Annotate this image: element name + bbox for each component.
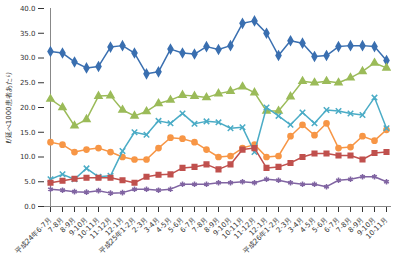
svg-text:10-11月: 10-11月 [220,215,246,241]
svg-text:0.0: 0.0 [24,203,35,211]
svg-text:6-7月: 6-7月 [322,215,342,235]
svg-text:10-11月: 10-11月 [365,216,390,241]
svg-text:40.0: 40.0 [20,5,36,13]
svg-text:5-6月: 5-6月 [310,215,330,235]
svg-text:2-3月: 2-3月 [130,215,150,235]
svg-text:20.0: 20.0 [20,104,36,112]
svg-text:3-4月: 3-4月 [286,215,306,235]
svg-text:10-11月: 10-11月 [76,215,102,241]
svg-text:25.0: 25.0 [20,79,36,87]
svg-text:平成24年6-7月: 平成24年6-7月 [14,216,54,254]
svg-text:4-5月: 4-5月 [298,215,318,235]
svg-text:8-9月: 8-9月 [346,215,366,235]
svg-text:11-12月: 11-12月 [232,215,258,241]
svg-text:35.0: 35.0 [20,29,36,37]
svg-text:15.0: 15.0 [20,128,36,136]
svg-text:8-9月: 8-9月 [202,215,222,235]
svg-text:平成26年1-2月: 平成26年1-2月 [242,216,282,254]
svg-text:8-9月: 8-9月 [58,215,78,235]
svg-text:7-8月: 7-8月 [334,215,354,235]
svg-text:7-8月: 7-8月 [46,215,66,235]
svg-text:30.0: 30.0 [20,54,36,62]
svg-text:6-7月: 6-7月 [178,215,198,235]
svg-text:4-5月: 4-5月 [154,215,174,235]
svg-text:9-10月: 9-10月 [67,215,90,238]
svg-text:2-3月: 2-3月 [274,215,294,235]
svg-text:7-8月: 7-8月 [190,215,210,235]
svg-text:10.0: 10.0 [20,153,36,161]
svg-text:11-12月: 11-12月 [88,215,114,241]
svg-text:12-1月: 12-1月 [103,215,126,238]
svg-text:9-10月: 9-10月 [211,215,234,238]
svg-text:12-1月: 12-1月 [247,215,270,238]
svg-text:平成25年1-2月: 平成25年1-2月 [98,216,138,254]
svg-text:9-10月: 9-10月 [355,215,378,238]
svg-text:5-6月: 5-6月 [166,215,186,235]
svg-text:5.0: 5.0 [24,178,35,186]
svg-text:3-4月: 3-4月 [142,215,162,235]
svg-text:ℓ/延べ1000患者あたり: ℓ/延べ1000患者あたり [5,71,13,144]
